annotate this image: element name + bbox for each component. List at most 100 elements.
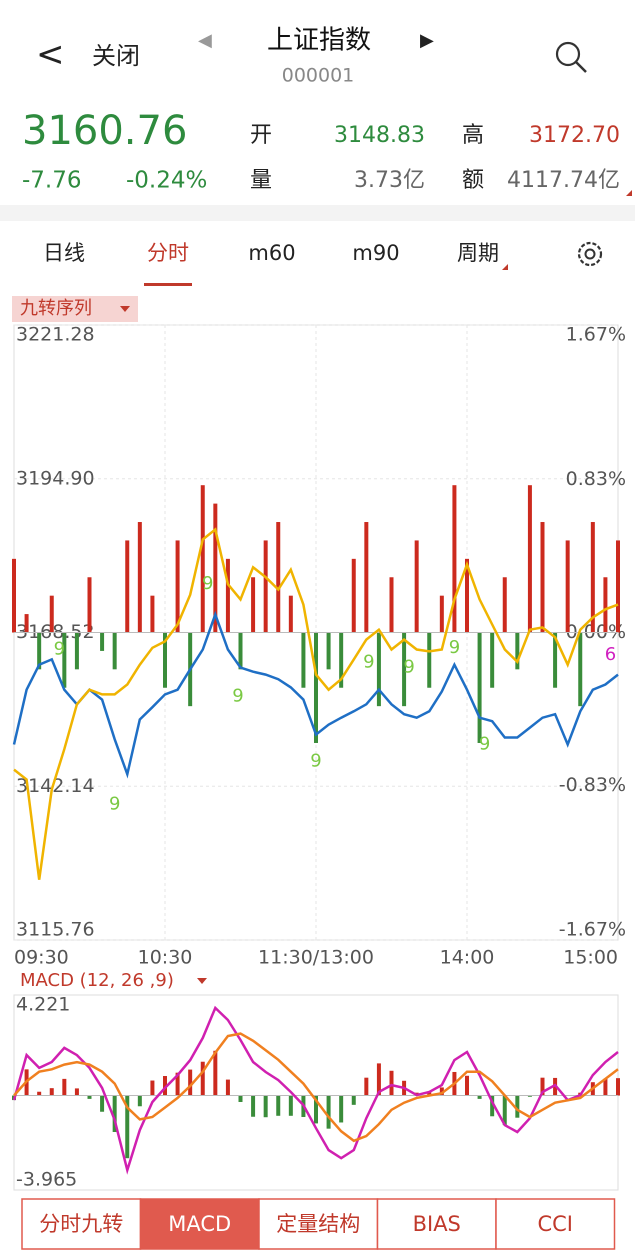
bar (213, 1050, 218, 1096)
bar (427, 632, 432, 688)
bar (263, 540, 268, 633)
bottom-tab-label[interactable]: BIAS (413, 1212, 461, 1236)
bottom-tab[interactable] (495, 1198, 616, 1250)
series-line (12, 1005, 619, 1175)
bar (439, 1087, 444, 1096)
y-tick-label: 4.221 (16, 994, 70, 1016)
high-value: 3172.70 (529, 123, 620, 148)
nine-marker: 9 (54, 639, 65, 660)
y-tick-label: -3.965 (16, 1169, 77, 1191)
bar (515, 1095, 520, 1118)
bar (238, 632, 243, 670)
bar (414, 540, 419, 633)
more-indicator (626, 190, 632, 196)
bar (351, 558, 356, 633)
bar (163, 1076, 167, 1096)
bar (213, 503, 218, 633)
bar (87, 1095, 92, 1099)
price: 3160.76 (22, 108, 187, 154)
bar (326, 1095, 331, 1129)
bottom-tabs: 分时九转 MACD 定量结构 BIAS CCI (21, 1198, 616, 1250)
indicator-caret (120, 306, 130, 312)
y-tick-label: 3194.90 (16, 467, 95, 489)
bar (616, 540, 620, 633)
bar (24, 614, 29, 633)
indicator-label[interactable]: 九转序列 (20, 298, 92, 319)
bar (188, 1069, 193, 1096)
bar (427, 1091, 432, 1096)
amount-label: 额 (462, 168, 484, 193)
nine-marker: 9 (479, 734, 490, 755)
back-button[interactable]: < (36, 35, 65, 75)
bottom-tab-label[interactable]: 分时九转 (39, 1212, 123, 1236)
tab[interactable]: m90 (352, 241, 399, 265)
bar (339, 1095, 344, 1123)
bar (402, 632, 407, 707)
bar (100, 1095, 105, 1112)
bar (477, 632, 482, 743)
bar (314, 1095, 318, 1124)
y2-tick-label: 0.83% (566, 468, 626, 490)
bar (364, 1077, 369, 1096)
prev-button[interactable]: ◀ (198, 30, 212, 51)
open-label: 开 (250, 123, 272, 148)
x-tick-label: 14:00 (440, 947, 495, 969)
bar (137, 522, 142, 633)
gear-inner (584, 248, 596, 260)
y2-tick-label: -0.83% (559, 774, 626, 796)
tab[interactable]: 周期 (457, 241, 499, 265)
tab-underline (144, 283, 192, 286)
tab-caret (502, 264, 508, 270)
settings-icon[interactable] (577, 241, 603, 267)
tab[interactable]: m60 (248, 241, 295, 265)
bar (263, 1095, 268, 1118)
bar (540, 1077, 545, 1096)
bar (251, 577, 256, 633)
bar (74, 632, 79, 670)
indicator-chip[interactable] (12, 296, 138, 322)
nine-marker: 9 (310, 750, 321, 771)
bottom-tab[interactable] (139, 1198, 260, 1250)
macd-chart: MACD (12, 26 ,9) -3.965 4.221 (12, 970, 620, 1191)
close-button[interactable]: 关闭 (92, 42, 140, 70)
nine-marker: 9 (232, 686, 243, 707)
bar (175, 1072, 180, 1096)
bottom-tab[interactable] (258, 1198, 379, 1250)
bar (565, 540, 570, 633)
bottom-tab-label[interactable]: MACD (168, 1212, 231, 1236)
bottom-tab[interactable] (21, 1198, 142, 1250)
tab[interactable]: 分时 (147, 241, 189, 265)
bar (314, 632, 318, 743)
bar (603, 577, 608, 633)
bar (288, 595, 293, 633)
macd-label[interactable]: MACD (12, 26 ,9) (20, 970, 174, 991)
tab[interactable]: 日线 (43, 241, 85, 265)
separator (0, 205, 635, 221)
bar (163, 632, 167, 688)
bar (603, 1078, 608, 1096)
bar (490, 632, 495, 688)
y-tick-label: 3115.76 (16, 919, 95, 941)
bar (578, 632, 583, 707)
next-button[interactable]: ▶ (420, 30, 434, 51)
bar (515, 632, 520, 670)
bar (490, 1095, 495, 1117)
bar (37, 632, 42, 670)
nine-marker: 9 (449, 637, 460, 658)
bar (74, 1088, 79, 1096)
search-circle (555, 41, 581, 67)
bar (137, 1095, 142, 1107)
high-label: 高 (462, 123, 484, 148)
search-icon[interactable] (555, 41, 587, 73)
bar (590, 522, 595, 633)
bar (502, 1095, 507, 1126)
bar (200, 485, 205, 633)
bar (527, 1095, 532, 1097)
bar (150, 595, 155, 633)
bar (225, 558, 230, 633)
open-value: 3148.83 (334, 123, 425, 148)
bottom-tab-label[interactable]: 定量结构 (276, 1212, 360, 1236)
bar (276, 522, 281, 633)
bottom-tab-label[interactable]: CCI (537, 1212, 573, 1236)
